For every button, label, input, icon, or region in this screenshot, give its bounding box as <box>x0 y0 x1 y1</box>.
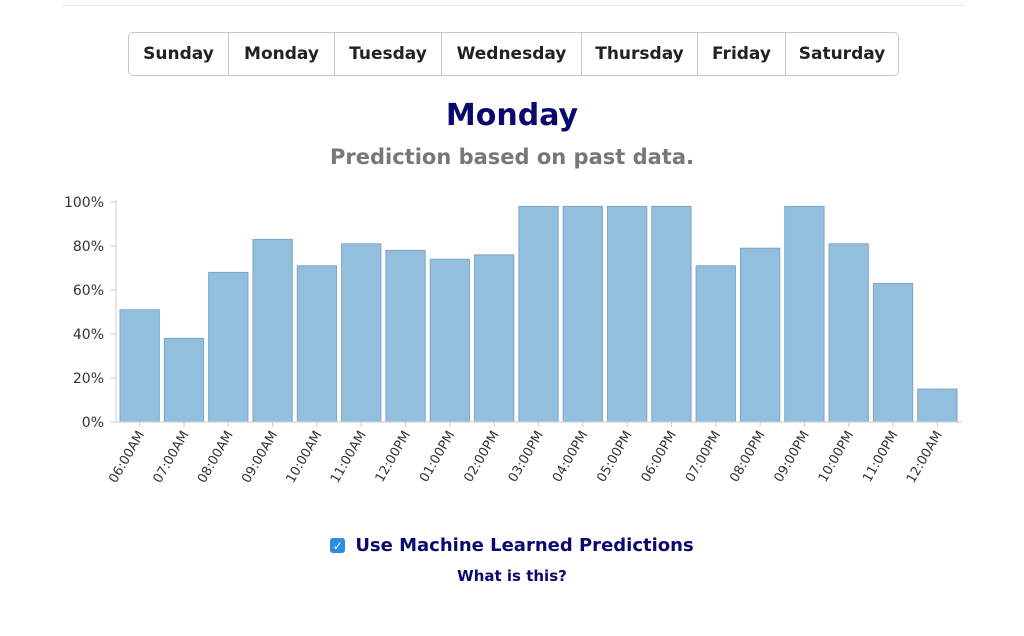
tab-sunday[interactable]: Sunday <box>129 33 229 75</box>
x-tick-label: 08:00PM <box>727 429 768 485</box>
x-tick-label: 09:00PM <box>772 429 813 485</box>
ml-predictions-label[interactable]: Use Machine Learned Predictions <box>355 535 694 556</box>
x-tick-label: 10:00PM <box>816 429 857 485</box>
bar[interactable] <box>872 282 914 423</box>
bar[interactable] <box>208 271 249 423</box>
x-tick-label: 06:00PM <box>639 429 680 485</box>
x-tick-label: 08:00AM <box>195 429 237 486</box>
tab-thursday[interactable]: Thursday <box>582 33 698 75</box>
y-tick-label: 100% <box>64 195 104 211</box>
bar[interactable] <box>474 254 515 423</box>
y-axis: 0% 20% 40% 60% 80% 100% <box>64 195 117 431</box>
x-tick-label: 02:00PM <box>461 429 502 485</box>
y-tick-label: 60% <box>73 283 104 299</box>
x-tick-label: 07:00AM <box>151 429 193 486</box>
bar[interactable] <box>695 265 736 423</box>
x-tick-label: 12:00PM <box>373 429 414 485</box>
x-tick-label: 01:00PM <box>417 429 458 485</box>
x-tick-label: 07:00PM <box>683 429 724 485</box>
tab-monday[interactable]: Monday <box>229 33 335 75</box>
tab-friday[interactable]: Friday <box>698 33 786 75</box>
y-tick-label: 40% <box>73 327 104 343</box>
what-is-this-link[interactable]: What is this? <box>457 567 567 585</box>
x-tick-label: 11:00AM <box>328 429 370 486</box>
ml-predictions-checkbox[interactable]: ✓ <box>330 538 346 553</box>
bar[interactable] <box>606 205 648 423</box>
bar[interactable] <box>651 205 692 423</box>
bar[interactable] <box>917 388 958 423</box>
bar[interactable] <box>119 309 160 423</box>
bar[interactable] <box>163 337 205 423</box>
day-selector: Sunday Monday Tuesday Wednesday Thursday… <box>128 32 899 76</box>
x-tick-label: 06:00AM <box>106 429 148 486</box>
bar[interactable] <box>429 258 471 423</box>
x-axis: 06:00AM 07:00AM 08:00AM 09:00AM 10:00AM 11:00… <box>106 421 962 486</box>
bar[interactable] <box>341 243 382 423</box>
x-tick-label: 09:00AM <box>239 429 281 486</box>
chart-title: Monday <box>445 98 579 133</box>
bar-chart: 0% 20% 40% 60% 80% 100% 06:00AM 07:00AM 08:00AM… <box>64 195 962 486</box>
tab-tuesday[interactable]: Tuesday <box>335 33 442 75</box>
bar[interactable] <box>518 205 559 423</box>
ml-predictions-row: ✓ Use Machine Learned Predictions <box>0 535 1024 556</box>
bar[interactable] <box>739 247 781 423</box>
bar[interactable] <box>252 238 293 423</box>
bar[interactable] <box>562 205 603 423</box>
top-divider <box>62 5 964 6</box>
x-tick-label: 05:00PM <box>594 429 635 485</box>
tab-saturday[interactable]: Saturday <box>798 44 886 64</box>
y-tick-label: 80% <box>73 239 104 255</box>
y-tick-label: 0% <box>82 415 104 431</box>
bar[interactable] <box>296 265 338 423</box>
x-tick-label: 10:00AM <box>284 429 326 486</box>
tab-wednesday[interactable]: Wednesday <box>442 33 582 75</box>
chart-subtitle: Prediction based on past data. <box>329 145 694 169</box>
bar-series <box>119 205 958 423</box>
x-tick-label: 04:00PM <box>550 429 591 485</box>
bar[interactable] <box>385 249 426 423</box>
x-tick-label: 12:00AM <box>904 429 946 486</box>
bar[interactable] <box>828 243 869 423</box>
x-tick-label: 11:00PM <box>860 429 901 485</box>
bar[interactable] <box>784 205 825 423</box>
x-tick-label: 03:00PM <box>506 429 547 485</box>
y-tick-label: 20% <box>73 371 104 387</box>
